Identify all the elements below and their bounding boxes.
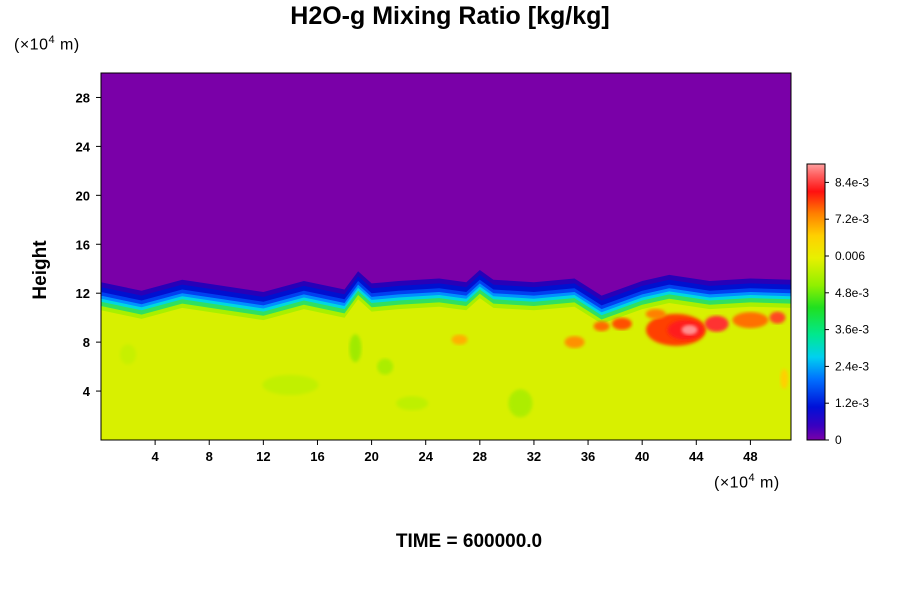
x-tick-label: 36 <box>581 449 595 464</box>
moisture-swirl <box>349 334 362 363</box>
colorbar-tick-label: 8.4e-3 <box>835 175 869 189</box>
y-tick-label: 12 <box>76 286 90 301</box>
x-tick-label: 48 <box>743 449 757 464</box>
x-axis-unit: (×104 m) <box>714 472 780 492</box>
colorbar-tick-label: 4.8e-3 <box>835 286 869 300</box>
x-tick-label: 8 <box>206 449 213 464</box>
time-label: TIME = 600000.0 <box>395 531 543 552</box>
x-tick-label: 20 <box>364 449 378 464</box>
y-axis: 4 8 12 16 20 24 28 <box>76 90 101 399</box>
x-tick-label: 16 <box>310 449 324 464</box>
colorbar-tick-label: 2.4e-3 <box>835 359 869 373</box>
colorbar-ticks: 0 1.2e-3 2.4e-3 3.6e-3 4.8e-3 0.006 7.2e-3 8.4e… <box>825 175 869 447</box>
high-moisture-patch <box>780 368 789 389</box>
moist-layer <box>101 270 791 440</box>
x-tick-label: 24 <box>418 449 433 464</box>
moisture-swirl <box>262 374 319 395</box>
colorbar-tick-label: 3.6e-3 <box>835 323 869 337</box>
colorbar-tick-label: 0.006 <box>835 249 865 263</box>
colorbar-tick-label: 0 <box>835 433 842 447</box>
high-moisture-patch <box>451 334 468 345</box>
x-tick-label: 32 <box>527 449 541 464</box>
y-tick-label: 24 <box>76 139 91 154</box>
high-moisture-patch <box>611 317 632 330</box>
y-tick-label: 28 <box>76 90 90 105</box>
plot-frame <box>100 72 792 441</box>
x-tick-label: 4 <box>152 449 160 464</box>
high-moisture-patch <box>645 308 666 319</box>
chart-title: H2O-g Mixing Ratio [kg/kg] <box>290 2 610 30</box>
high-moisture-patch <box>769 311 786 324</box>
x-axis: 4 8 12 16 20 24 28 32 36 40 44 48 <box>152 440 758 464</box>
moisture-swirl <box>396 396 429 411</box>
high-moisture-patch <box>732 312 769 329</box>
colorbar <box>806 163 826 441</box>
moisture-swirl <box>508 389 533 418</box>
heatmap-field <box>101 73 791 440</box>
colorbar-tick-label: 1.2e-3 <box>835 396 869 410</box>
x-tick-label: 44 <box>689 449 704 464</box>
moisture-swirl <box>120 344 137 365</box>
high-moisture-patch <box>681 324 698 335</box>
y-tick-label: 20 <box>76 188 90 203</box>
y-tick-label: 4 <box>83 384 91 399</box>
x-tick-label: 28 <box>473 449 487 464</box>
y-tick-label: 8 <box>83 335 90 350</box>
colorbar-tick-label: 7.2e-3 <box>835 212 869 226</box>
high-moisture-patch <box>564 336 585 349</box>
x-tick-label: 40 <box>635 449 649 464</box>
y-tick-label: 16 <box>76 237 90 252</box>
moisture-contour-band <box>101 298 791 440</box>
high-moisture-patch <box>593 321 610 332</box>
moisture-swirl <box>377 358 394 375</box>
high-moisture-patch <box>704 315 729 332</box>
y-axis-unit: (×104 m) <box>14 34 80 54</box>
x-tick-label: 12 <box>256 449 270 464</box>
